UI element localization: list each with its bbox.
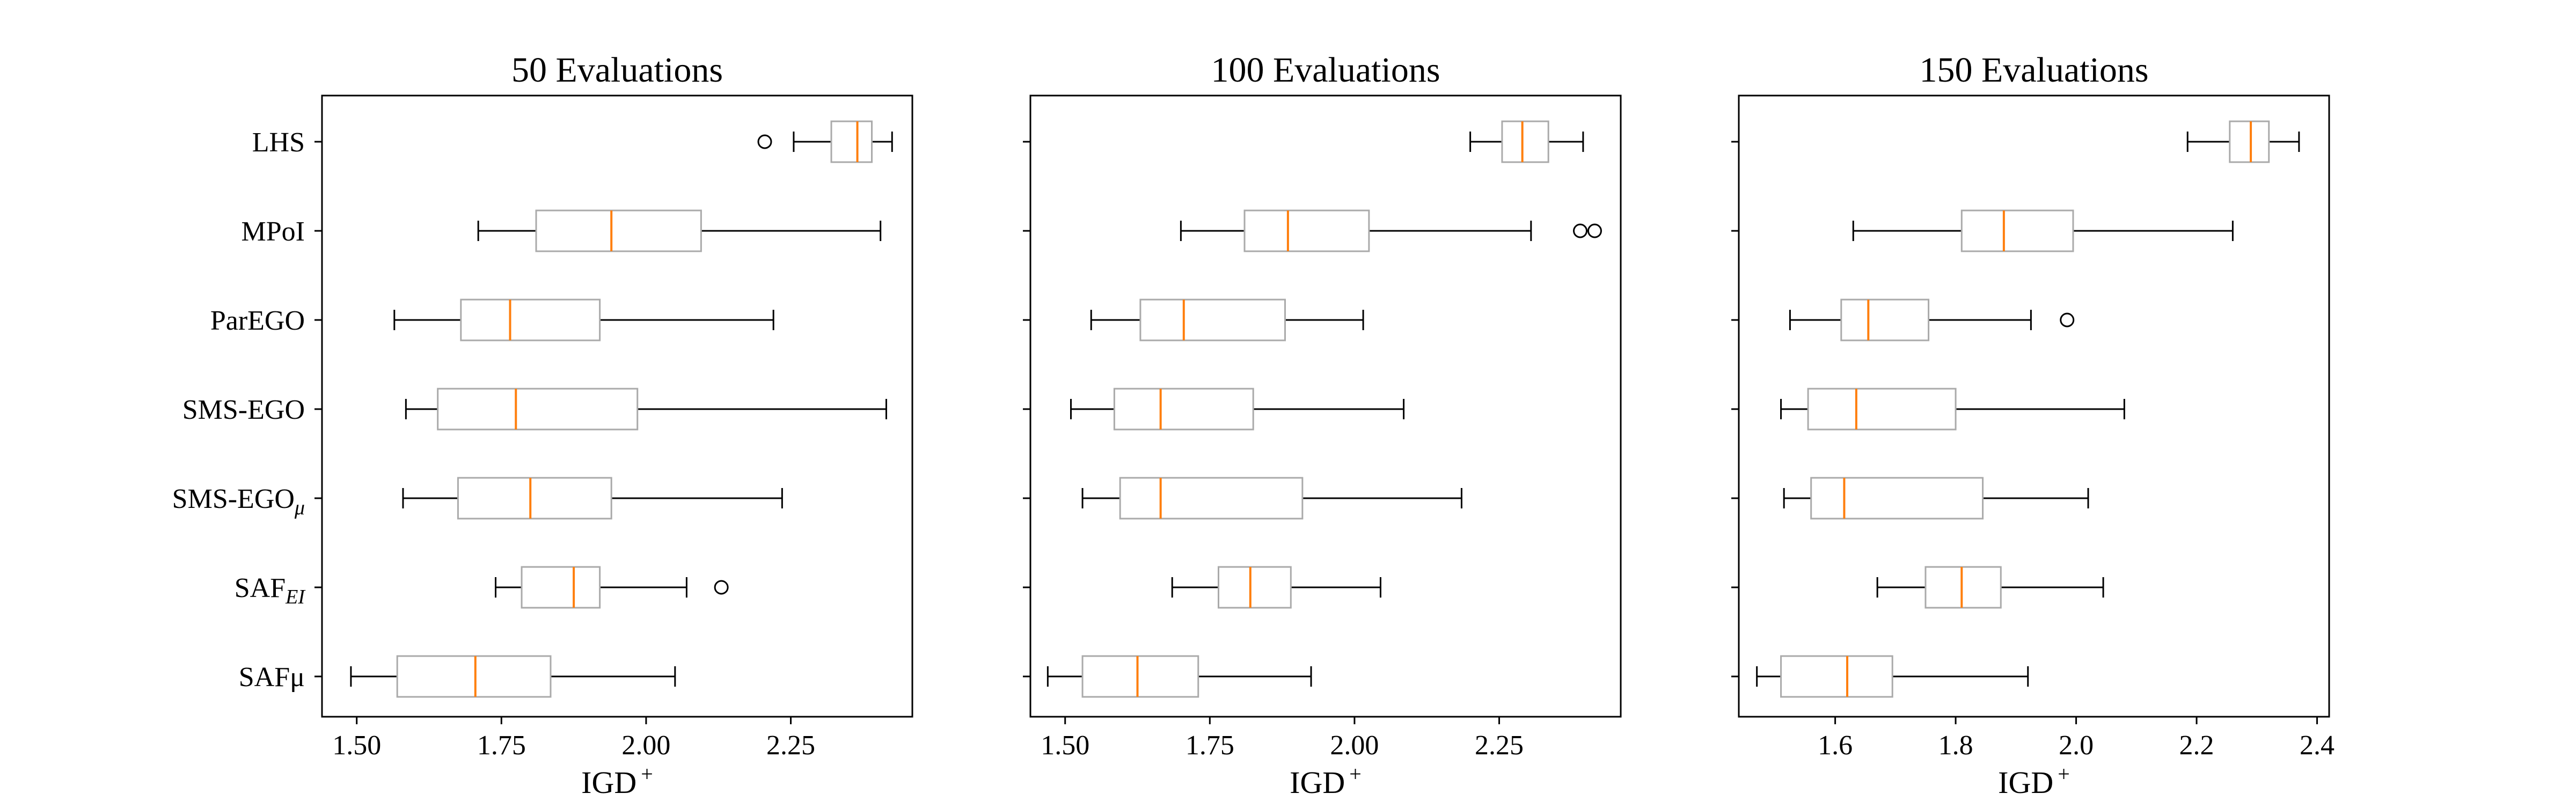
iqr-box [1501,120,1549,163]
category-label: MPoI [241,216,305,247]
iqr-box [1243,209,1370,252]
x-tick-label: 2.0 [2059,730,2094,761]
boxplot-lhs [757,120,893,163]
iqr-box [396,655,552,698]
boxplot-sms-ego- [402,477,783,520]
iqr-box [1924,566,2002,609]
x-tick-label: 2.00 [621,730,670,761]
boxplot-mpoi [1180,209,1602,252]
x-tick-label: 1.75 [1185,730,1234,761]
category-label: SMS-EGOμ [172,484,305,519]
iqr-box [1960,209,2074,252]
iqr-box [1780,655,1893,698]
boxplot-sms-ego [1780,388,2125,431]
plot-frame [1029,94,1622,718]
boxplot-sms-ego- [1081,477,1462,520]
x-tick-label: 2.25 [1475,730,1524,761]
category-label: SAFEI [235,573,306,608]
outlier-point [2060,312,2075,327]
boxplot-saf-ei [1876,566,2104,609]
x-tick-label: 1.50 [1041,730,1089,761]
category-label: SMS-EGO [182,395,305,425]
plot-frame [321,94,913,718]
chart-title: 150 Evaluations [1919,50,2148,90]
boxplot-mpoi [477,209,882,252]
x-tick-label: 1.8 [1938,730,1973,761]
boxplot-lhs [1469,120,1584,163]
x-tick-label: 1.6 [1818,730,1853,761]
iqr-box [1807,388,1957,431]
iqr-box [535,209,702,252]
boxplot-parego [1090,299,1364,341]
chart-title: 50 Evaluations [511,50,723,90]
boxplot-parego [1789,299,2075,341]
x-tick-label: 2.00 [1330,730,1379,761]
chart-title: 100 Evaluations [1211,50,1440,90]
iqr-box [1113,388,1254,431]
boxplot-saf- [1756,655,2029,698]
x-tick-label: 2.2 [2179,730,2214,761]
boxplot-saf- [350,655,676,698]
iqr-box [1810,477,1984,520]
x-axis-label: IGD + [1998,762,2070,800]
boxplot-parego [393,299,774,341]
iqr-box [457,477,612,520]
x-tick-label: 2.25 [766,730,815,761]
iqr-box [437,388,639,431]
boxplot-saf- [1046,655,1312,698]
boxplot-sms-ego [405,388,887,431]
category-label: SAFμ [239,662,305,693]
outlier-point [757,134,772,149]
x-tick-label: 2.4 [2300,730,2334,761]
plot-frame [1738,94,2330,718]
iqr-box [1081,655,1199,698]
iqr-box [1139,299,1286,341]
iqr-box [1119,477,1304,520]
outlier-point [1573,223,1588,238]
boxplot-sms-ego- [1783,477,2089,520]
outlier-point [1587,223,1602,238]
outlier-point [714,580,729,595]
x-axis-label: IGD + [581,762,653,800]
iqr-box [1217,566,1292,609]
boxplot-saf-ei [495,566,729,609]
x-axis-label: IGD + [1290,762,1362,800]
iqr-box [460,299,601,341]
boxplot-sms-ego [1070,388,1405,431]
category-label: LHS [252,127,305,158]
x-tick-label: 1.50 [332,730,381,761]
x-tick-label: 1.75 [477,730,526,761]
iqr-box [2229,120,2270,163]
iqr-box [830,120,873,163]
iqr-box [521,566,601,609]
boxplot-mpoi [1852,209,2234,252]
boxplot-lhs [2186,120,2300,163]
iqr-box [1840,299,1930,341]
boxplot-saf-ei [1171,566,1381,609]
category-label: ParEGO [210,305,305,336]
